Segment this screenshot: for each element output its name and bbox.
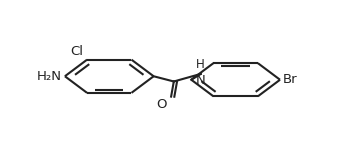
Text: N: N [196,74,205,87]
Text: Cl: Cl [70,45,83,58]
Text: Br: Br [283,73,297,86]
Text: H: H [196,58,205,71]
Text: H₂N: H₂N [37,70,62,83]
Text: O: O [156,98,167,111]
